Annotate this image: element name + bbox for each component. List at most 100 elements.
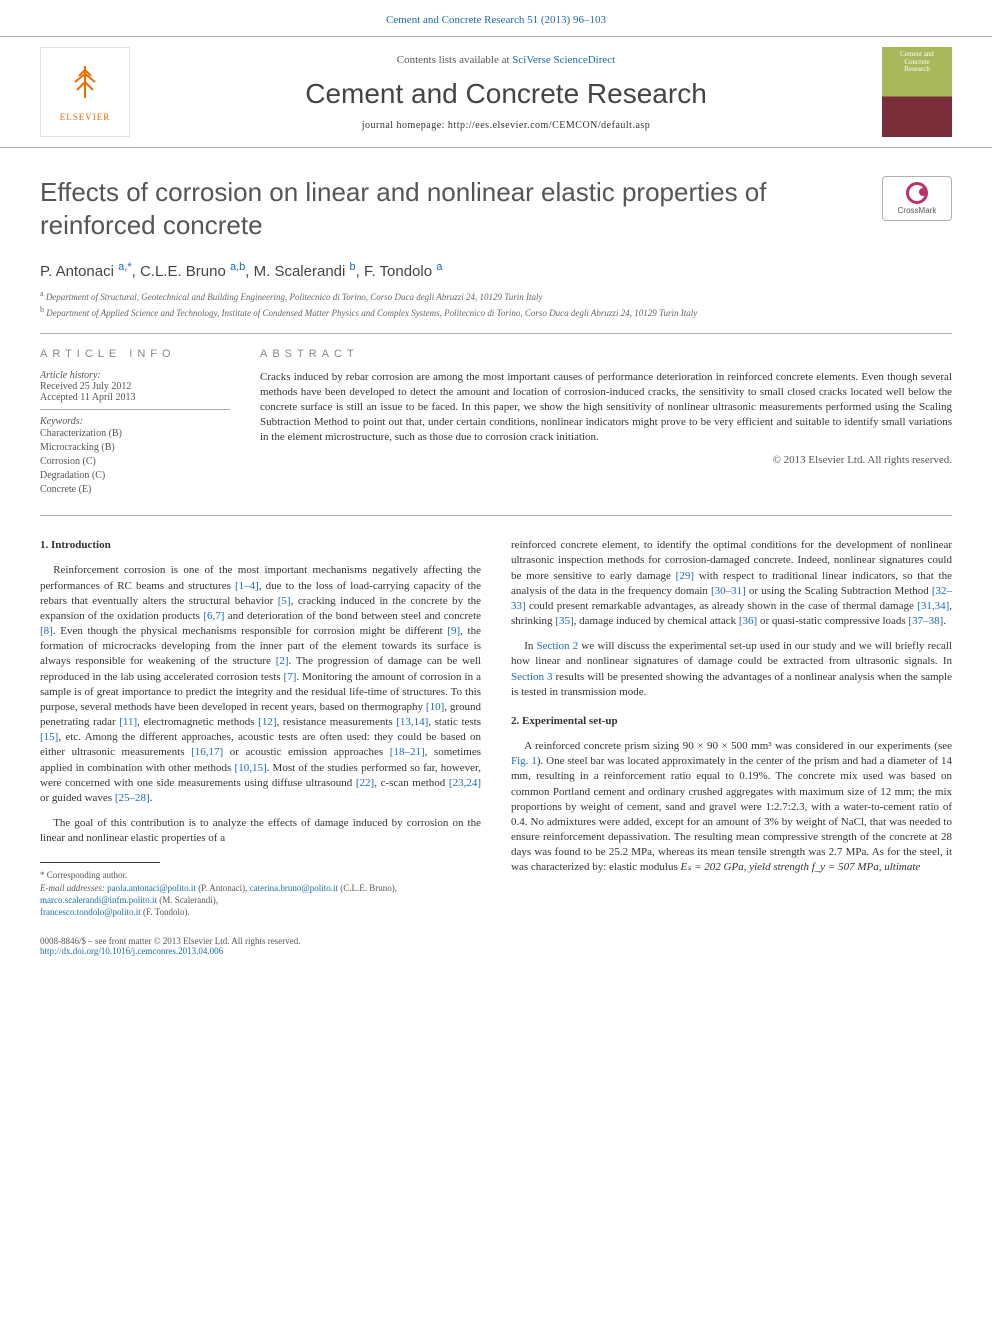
contents-prefix: Contents lists available at xyxy=(397,54,512,66)
cite-link[interactable]: [23,24] xyxy=(449,777,481,789)
section-link[interactable]: Section 3 xyxy=(511,671,553,683)
crossmark-badge[interactable]: CrossMark xyxy=(882,176,952,221)
elsevier-tree-icon xyxy=(65,62,105,110)
cite-link[interactable]: [1–4] xyxy=(235,580,259,592)
cite-link[interactable]: [13,14] xyxy=(396,716,428,728)
cite-link[interactable]: [10] xyxy=(426,701,444,713)
received-date: Received 25 July 2012 xyxy=(40,381,230,392)
t: . xyxy=(943,615,946,627)
email-link[interactable]: caterina.bruno@polito.it xyxy=(250,883,338,893)
article-history: Article history: Received 25 July 2012 A… xyxy=(40,370,230,403)
t: we will discuss the experimental set-up … xyxy=(511,640,952,667)
cite-link[interactable]: [37–38] xyxy=(908,615,943,627)
right-column: reinforced concrete element, to identify… xyxy=(511,538,952,918)
affiliations: a Department of Structural, Geotechnical… xyxy=(0,280,992,333)
cite-link[interactable]: [18–21] xyxy=(390,746,425,758)
aff-b-text: Department of Applied Science and Techno… xyxy=(44,308,697,318)
section-1-heading: 1. Introduction xyxy=(40,538,481,553)
author-1: P. Antonaci xyxy=(40,263,118,280)
sciencedirect-link[interactable]: SciVerse ScienceDirect xyxy=(512,54,615,66)
affiliation-a: a Department of Structural, Geotechnical… xyxy=(40,288,952,304)
footnotes: * Corresponding author. E-mail addresses… xyxy=(40,869,481,918)
cover-text-3: Research xyxy=(904,66,930,74)
figure-link[interactable]: Fig. 1 xyxy=(511,755,537,767)
cite-link[interactable]: [15] xyxy=(40,731,58,743)
abstract-text: Cracks induced by rebar corrosion are am… xyxy=(260,370,952,444)
masthead: ELSEVIER Contents lists available at Sci… xyxy=(0,36,992,148)
cite-link[interactable]: [11] xyxy=(119,716,137,728)
article-head: Effects of corrosion on linear and nonli… xyxy=(0,148,992,251)
t: (F. Tondolo). xyxy=(141,907,190,917)
t: or guided waves xyxy=(40,792,115,804)
email-link[interactable]: paola.antonaci@polito.it xyxy=(107,883,196,893)
keyword: Characterization (B) xyxy=(40,427,230,441)
cite-link[interactable]: [7] xyxy=(284,671,297,683)
section-link[interactable]: Section 2 xyxy=(537,640,579,652)
keywords-list: Characterization (B) Microcracking (B) C… xyxy=(40,427,230,497)
t: (C.L.E. Bruno), xyxy=(338,883,397,893)
t: . xyxy=(150,792,153,804)
contents-line: Contents lists available at SciVerse Sci… xyxy=(130,54,882,66)
sep: , xyxy=(132,263,140,280)
keyword: Concrete (E) xyxy=(40,483,230,497)
keyword: Microcracking (B) xyxy=(40,441,230,455)
cite-link[interactable]: [6,7] xyxy=(203,610,224,622)
email-link[interactable]: francesco.tondolo@polito.it xyxy=(40,907,141,917)
email-link[interactable]: marco.scalerandi@infm.polito.it xyxy=(40,895,157,905)
elsevier-label: ELSEVIER xyxy=(60,112,111,122)
intro-para-1: Reinforcement corrosion is one of the mo… xyxy=(40,563,481,806)
t: ). One steel bar was located approximate… xyxy=(511,755,952,873)
cite-link[interactable]: [31,34] xyxy=(917,600,949,612)
keyword: Degradation (C) xyxy=(40,469,230,483)
journal-name: Cement and Concrete Research xyxy=(130,78,882,110)
crossmark-label: CrossMark xyxy=(898,206,937,215)
journal-cover: Cement and Concrete Research xyxy=(882,47,952,137)
cite-link[interactable]: [36] xyxy=(739,615,757,627)
t: . Even though the physical mechanisms re… xyxy=(53,625,447,637)
author-3: M. Scalerandi xyxy=(254,263,350,280)
intro-para-2-right: reinforced concrete element, to identify… xyxy=(511,538,952,629)
journal-homepage: journal homepage: http://ees.elsevier.co… xyxy=(130,120,882,131)
t: (P. Antonaci), xyxy=(196,883,250,893)
sep: , xyxy=(356,263,364,280)
article-info: ARTICLE INFO Article history: Received 2… xyxy=(40,348,230,497)
t: In xyxy=(524,640,536,652)
cite-link[interactable]: [16,17] xyxy=(191,746,223,758)
crossmark-icon xyxy=(906,182,928,204)
left-column: 1. Introduction Reinforcement corrosion … xyxy=(40,538,481,918)
footnote-separator xyxy=(40,862,160,863)
keywords-label: Keywords: xyxy=(40,416,230,427)
cite-link[interactable]: [12] xyxy=(258,716,276,728)
t: The goal of this contribution is to anal… xyxy=(40,817,481,844)
cite-link[interactable]: [2] xyxy=(276,655,289,667)
cite-link[interactable]: [35] xyxy=(555,615,573,627)
front-matter: 0008-8846/$ – see front matter © 2013 El… xyxy=(40,936,952,946)
abstract-copyright: © 2013 Elsevier Ltd. All rights reserved… xyxy=(260,454,952,466)
t: , static tests xyxy=(428,716,481,728)
t: , damage induced by chemical attack xyxy=(574,615,739,627)
cite-link[interactable]: [30–31] xyxy=(711,585,746,597)
abstract-heading: ABSTRACT xyxy=(260,348,952,360)
keyword: Corrosion (C) xyxy=(40,455,230,469)
header-citation: Cement and Concrete Research 51 (2013) 9… xyxy=(0,0,992,36)
email-label: E-mail addresses: xyxy=(40,883,107,893)
affiliation-b: b Department of Applied Science and Tech… xyxy=(40,304,952,320)
cite-link[interactable]: [10,15] xyxy=(235,762,267,774)
email-addresses: E-mail addresses: paola.antonaci@polito.… xyxy=(40,882,481,918)
keywords-block: Keywords: Characterization (B) Microcrac… xyxy=(40,409,230,497)
t: , c-scan method xyxy=(374,777,449,789)
cite-link[interactable]: [25–28] xyxy=(115,792,150,804)
doi-link[interactable]: http://dx.doi.org/10.1016/j.cemconres.20… xyxy=(40,946,223,956)
cite-link[interactable]: [8] xyxy=(40,625,53,637)
t: , electromagnetic methods xyxy=(137,716,258,728)
cite-link[interactable]: [22] xyxy=(356,777,374,789)
t: A reinforced concrete prism sizing 90 × … xyxy=(524,740,952,752)
cite-link[interactable]: [9] xyxy=(447,625,460,637)
info-abstract-row: ARTICLE INFO Article history: Received 2… xyxy=(0,334,992,515)
page-footer: 0008-8846/$ – see front matter © 2013 El… xyxy=(0,928,992,976)
cite-link[interactable]: [29] xyxy=(676,570,694,582)
corresponding-note: * Corresponding author. xyxy=(40,869,481,881)
t: f_y = 507 MPa, ultimate xyxy=(812,861,921,873)
citation-link[interactable]: Cement and Concrete Research 51 (2013) 9… xyxy=(386,14,606,26)
cite-link[interactable]: [5] xyxy=(278,595,291,607)
